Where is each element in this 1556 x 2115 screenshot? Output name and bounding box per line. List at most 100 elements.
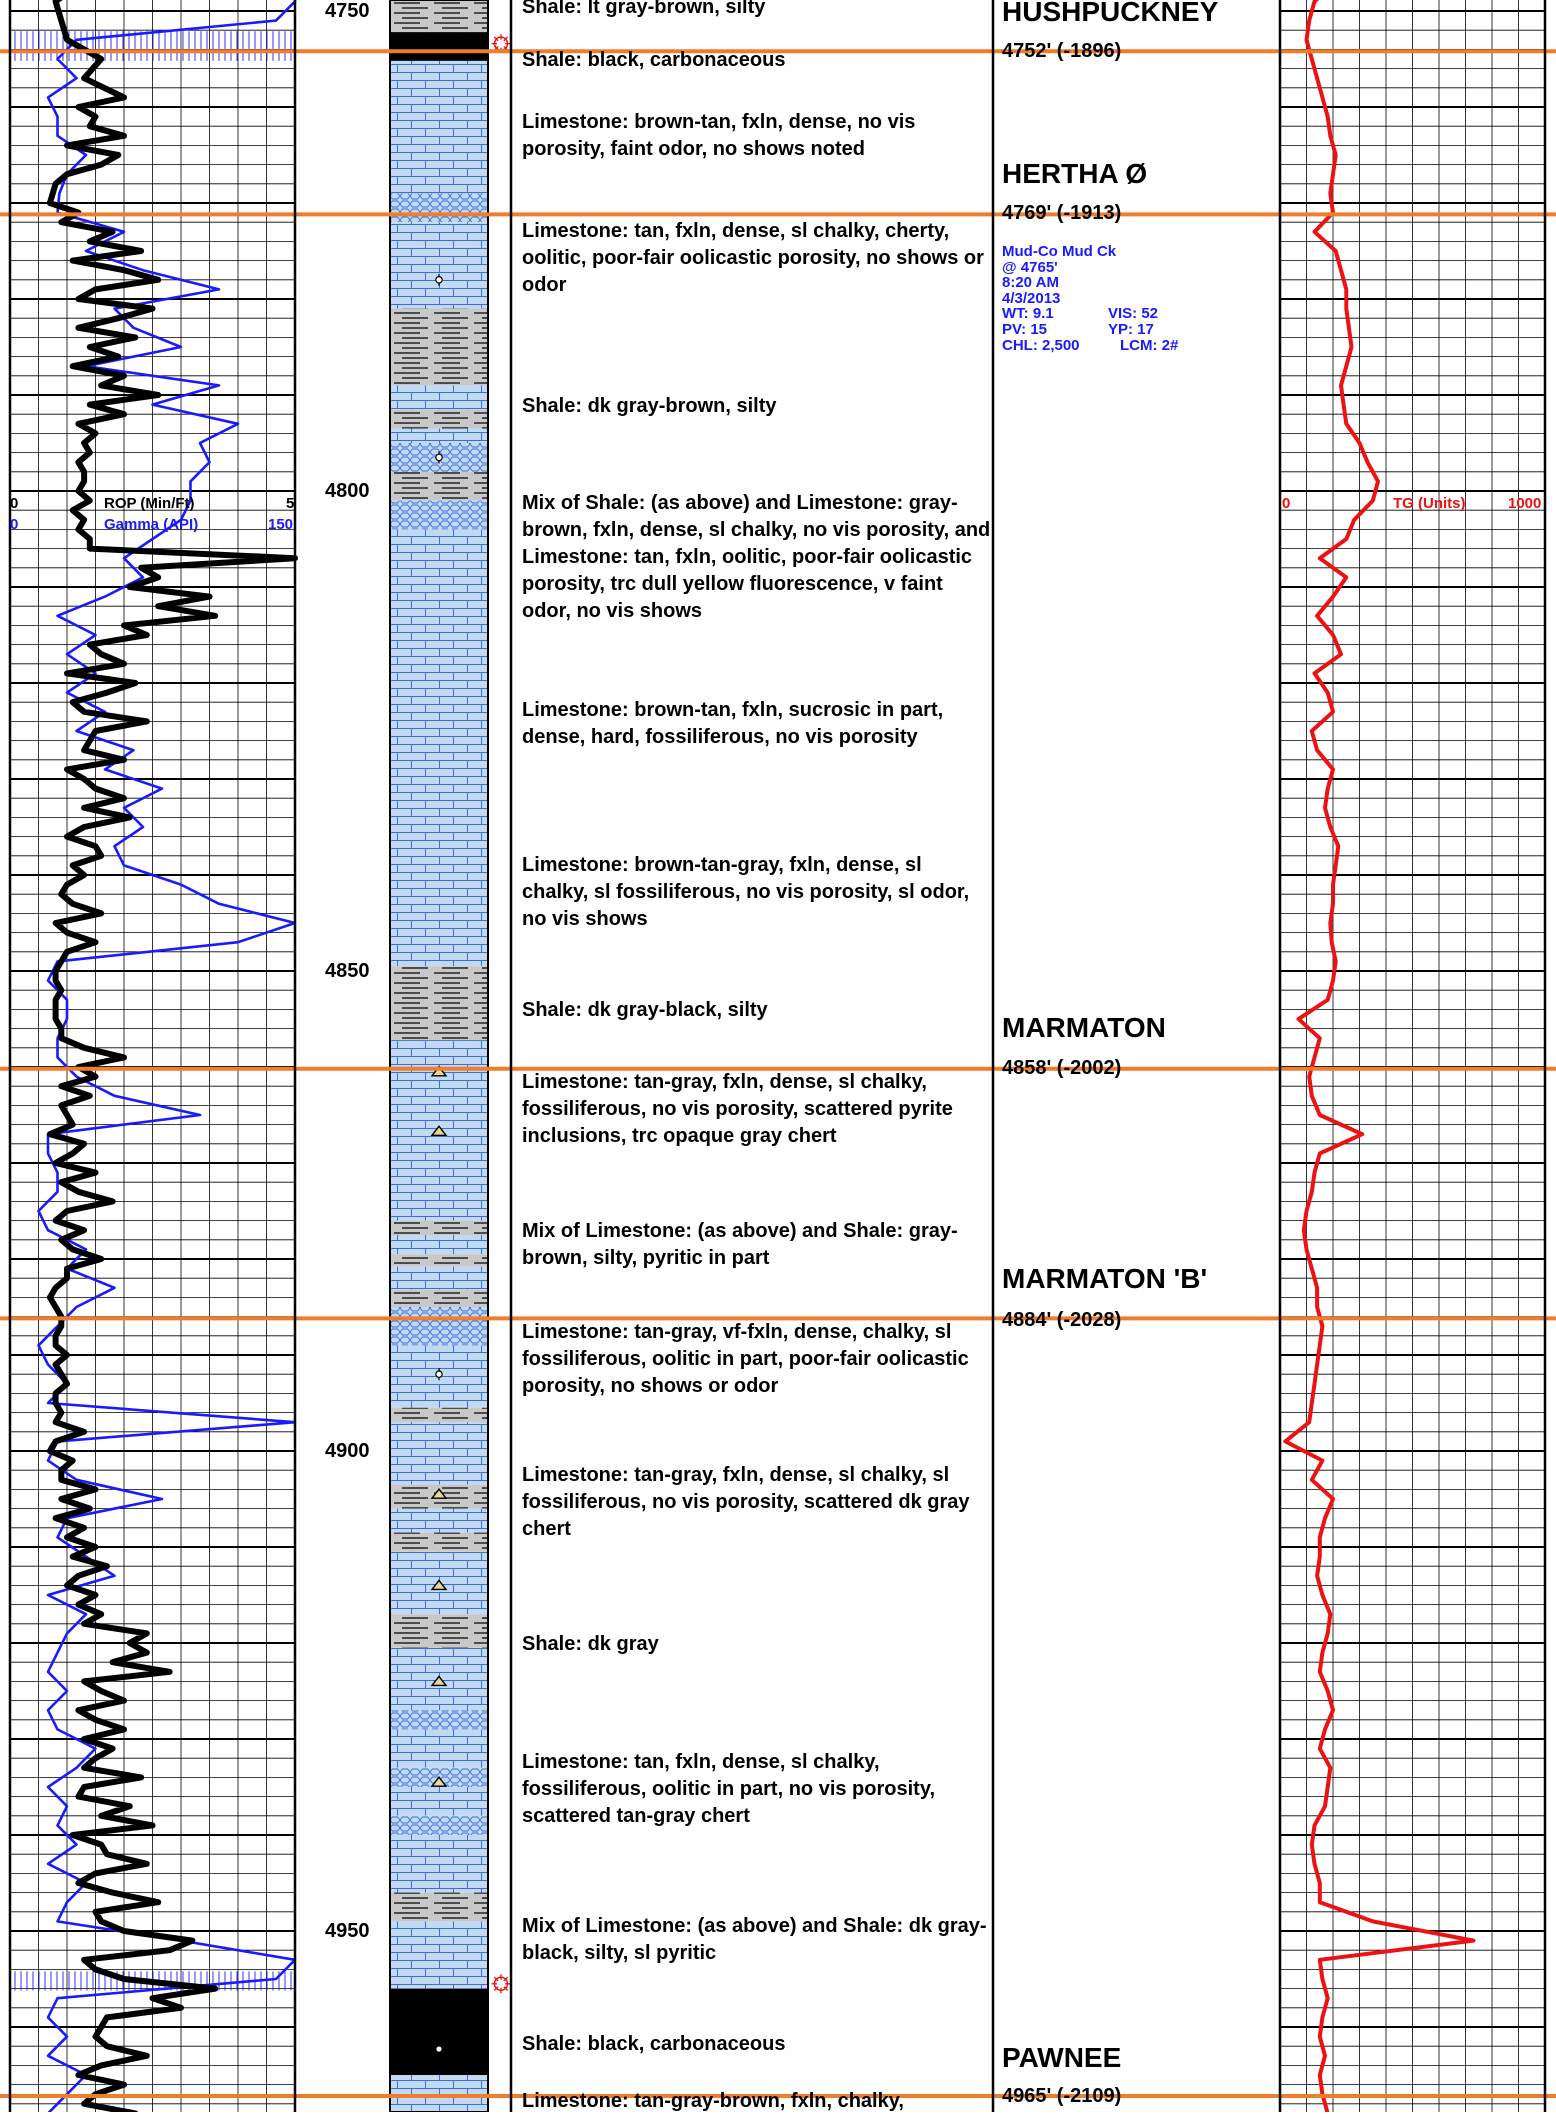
chert-symbol bbox=[430, 1065, 448, 1077]
mud-viscosity: VIS: 52 bbox=[1108, 305, 1159, 323]
rop-curve bbox=[46, 0, 298, 2112]
lithology-bed bbox=[390, 1508, 488, 1533]
lithology-bed bbox=[390, 193, 488, 223]
formation-top: 4858' (-2002) bbox=[1002, 1057, 1122, 1079]
gamma-curve bbox=[37, 0, 297, 2112]
mud-weight: WT: 9.1 bbox=[1002, 305, 1054, 323]
lithology-bed bbox=[390, 409, 488, 429]
formation-top: 4965' (-2109) bbox=[1002, 2085, 1122, 2107]
mud-chlorides: CHL: 2,500 bbox=[1002, 336, 1080, 354]
pyrite-symbol bbox=[503, 1976, 509, 1982]
depth-label: 4750 bbox=[325, 0, 370, 22]
tg-scale-min: 0 bbox=[1282, 495, 1291, 512]
lithology-description: Limestone: tan-gray-brown, fxln, chalky, bbox=[522, 2090, 904, 2112]
pyrite-symbol bbox=[503, 1986, 509, 1991]
rop-scale-max: 5 bbox=[286, 495, 295, 512]
lithology-bed bbox=[390, 1710, 488, 1730]
lithology-bed bbox=[390, 1815, 488, 1835]
chert-symbol bbox=[430, 1488, 448, 1499]
lithology-description: Limestone: brown-tan-gray, fxln, dense, … bbox=[522, 854, 970, 930]
lithology-bed bbox=[390, 1614, 488, 1648]
lithology-bed bbox=[390, 1729, 488, 1768]
lithology-bed bbox=[390, 966, 488, 1041]
lithology-bed bbox=[390, 1235, 488, 1255]
formation-top: 4769' (-1913) bbox=[1002, 202, 1122, 224]
lithology-bed bbox=[390, 60, 488, 194]
lithology-description: Shale: dk gray-brown, silty bbox=[522, 395, 777, 417]
lithology-bed bbox=[390, 222, 488, 247]
fossil-symbol bbox=[435, 453, 443, 462]
lithology-bed bbox=[390, 2075, 488, 2112]
lithology-description: Limestone: tan, fxln, dense, sl chalky, … bbox=[522, 1751, 936, 1827]
lithology-description: Limestone: brown-tan, fxln, dense, no vi… bbox=[522, 111, 916, 160]
lithology-description: Shale: dk gray bbox=[522, 1633, 659, 1655]
lithology-description: Limestone: tan-gray, vf-fxln, dense, cha… bbox=[522, 1321, 969, 1397]
formation-top: 4752' (-1896) bbox=[1002, 40, 1122, 62]
lithology-bed bbox=[390, 500, 488, 530]
lithology-description: Shale: dk gray-black, silty bbox=[522, 999, 768, 1021]
tg-scale-label: TG (Units) bbox=[1393, 495, 1466, 512]
formation-name: MARMATON 'B' bbox=[1002, 1263, 1208, 1294]
depth-label: 4900 bbox=[325, 1440, 370, 1462]
lithology-description: Shale: black, carbonaceous bbox=[522, 2033, 786, 2055]
gamma-scale-max: 150 bbox=[268, 516, 294, 533]
pyrite-symbol bbox=[493, 1986, 499, 1991]
formation-name: MARMATON bbox=[1002, 1012, 1166, 1043]
formation-name: HERTHA Ø bbox=[1002, 158, 1148, 189]
lithology-bed bbox=[390, 32, 488, 61]
gamma-fill bbox=[10, 31, 295, 61]
lithology-description: Mix of Limestone: (as above) and Shale: … bbox=[522, 1915, 987, 1964]
lithology-description: Limestone: tan, fxln, dense, sl chalky, … bbox=[522, 220, 984, 296]
lithology-description: Limestone: tan-gray, fxln, dense, sl cha… bbox=[522, 1464, 970, 1540]
pyrite-symbol bbox=[493, 36, 499, 42]
pyrite-symbol bbox=[493, 1976, 499, 1982]
gas-track-grid bbox=[1279, 0, 1546, 2112]
chert-symbol bbox=[430, 1579, 448, 1591]
formation-name: HUSHPUCKNEY bbox=[1002, 0, 1219, 27]
mud-depth: @ 4765' bbox=[1002, 258, 1058, 276]
total-gas-curve bbox=[1283, 0, 1476, 2112]
lithology-frame bbox=[389, 0, 489, 2112]
gamma-scale-min: 0 bbox=[10, 516, 19, 533]
formation-top-lines bbox=[0, 49, 1556, 2098]
lithology-bed bbox=[390, 471, 488, 501]
lithology-bed bbox=[390, 1307, 488, 1346]
mud-plastic-viscosity: PV: 15 bbox=[1002, 320, 1048, 338]
pyrite-symbol bbox=[503, 36, 509, 42]
chert-symbol bbox=[430, 1125, 448, 1137]
chert-symbol bbox=[430, 1776, 448, 1787]
chert-symbol bbox=[430, 1675, 448, 1687]
mud-company: Mud-Co Mud Ck bbox=[1002, 243, 1117, 260]
mud-lcm: LCM: 2# bbox=[1120, 336, 1179, 354]
gamma-scale-label: Gamma (API) bbox=[104, 516, 199, 533]
log-curves bbox=[37, 0, 1476, 2112]
mud-check-block: Mud-Co Mud Ck @ 4765' 8:20 AM 4/3/2013 W… bbox=[1002, 244, 1202, 353]
lithology-bed bbox=[390, 0, 488, 33]
lithology-bed bbox=[390, 1422, 488, 1485]
lithology-bed bbox=[390, 1787, 488, 1816]
lithology-bed bbox=[390, 1407, 488, 1423]
lithology-description: Mix of Limestone: (as above) and Shale: … bbox=[522, 1220, 958, 1269]
lithology-bed bbox=[390, 1532, 488, 1552]
lithology-description: Shale: lt gray-brown, silty bbox=[522, 0, 766, 18]
mud-date: 4/3/2013 bbox=[1002, 289, 1061, 307]
mud-time: 8:20 AM bbox=[1002, 274, 1059, 292]
fossil-symbol bbox=[435, 2045, 443, 2053]
lithology-bed bbox=[390, 385, 488, 410]
lithology-bed bbox=[390, 1988, 488, 2075]
lithology-bed bbox=[390, 1835, 488, 1893]
lithology-bed bbox=[390, 1266, 488, 1290]
depth-label: 4950 bbox=[325, 1920, 370, 1942]
lithology-bed bbox=[390, 1289, 488, 1307]
tg-scale-max: 1000 bbox=[1508, 495, 1542, 512]
fossil-symbol bbox=[435, 275, 443, 284]
lithology-description: Mix of Shale: (as above) and Limestone: … bbox=[522, 492, 991, 622]
formation-top: 4884' (-2028) bbox=[1002, 1309, 1122, 1331]
lithology-description: Limestone: tan-gray, fxln, dense, sl cha… bbox=[522, 1071, 953, 1147]
rop-scale-label: ROP (Min/Ft) bbox=[104, 495, 195, 512]
depth-label: 4850 bbox=[325, 960, 370, 982]
mud-yield-point: YP: 17 bbox=[1108, 320, 1154, 338]
lithology-bed bbox=[390, 308, 488, 386]
depth-label: 4800 bbox=[325, 480, 370, 502]
